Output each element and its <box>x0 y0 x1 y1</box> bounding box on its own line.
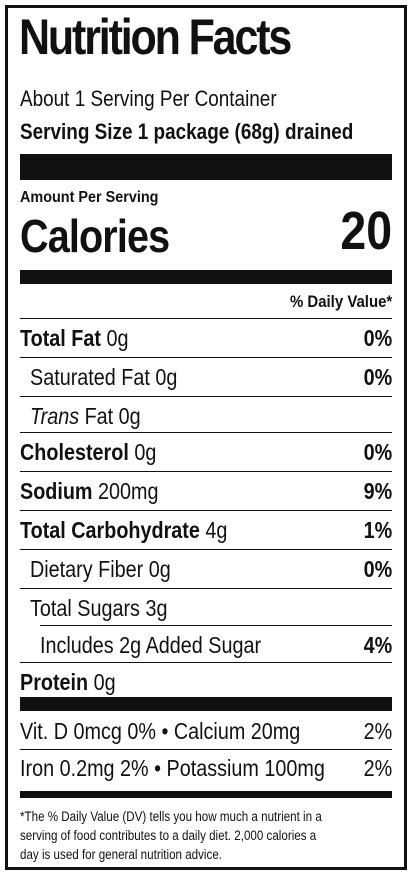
micronutrient-row: Vit. D 0mcg 0% • Calcium 20mg 2% <box>20 713 392 749</box>
nutrient-name: Total Sugars 3g <box>30 595 168 621</box>
nutrient-row-protein: Protein 0g <box>20 663 392 701</box>
nutrient-dv: 0% <box>363 364 392 390</box>
nutrient-name: Total Carbohydrate 4g <box>20 517 228 543</box>
nutrient-row-total-sugars: Total Sugars 3g <box>20 589 392 627</box>
daily-value-header: % Daily Value* <box>289 292 392 311</box>
row-divider <box>20 662 392 663</box>
nutrient-name: Sodium 200mg <box>20 478 159 504</box>
nutrient-row-cholesterol: Cholesterol 0g 0% <box>20 433 392 471</box>
label-title: Nutrition Facts <box>19 9 292 65</box>
serving-size: Serving Size 1 package (68g) drained <box>20 119 354 144</box>
nutrient-row-dietary-fiber: Dietary Fiber 0g 0% <box>20 550 392 588</box>
medium-divider <box>20 270 392 284</box>
thin-bar-divider <box>20 791 392 798</box>
thick-divider <box>20 154 392 180</box>
amount-per-serving: Amount Per Serving <box>20 189 159 206</box>
nutrition-facts-label: Nutrition Facts About 1 Serving Per Cont… <box>5 5 407 870</box>
row-divider <box>20 471 392 472</box>
nutrient-row-saturated-fat: Saturated Fat 0g 0% <box>20 358 392 396</box>
micronutrient-dv: 2% <box>363 755 392 781</box>
daily-value-footnote: *The % Daily Value (DV) tells you how mu… <box>20 809 322 862</box>
nutrient-name: Dietary Fiber 0g <box>30 556 171 582</box>
nutrient-dv: 0% <box>363 325 392 351</box>
row-divider <box>20 357 392 358</box>
row-divider <box>20 396 392 397</box>
nutrient-name: Saturated Fat 0g <box>30 364 178 390</box>
row-divider <box>20 432 392 433</box>
calories-label: Calories <box>20 210 170 262</box>
nutrient-name: Total Fat 0g <box>20 325 129 351</box>
nutrient-row-sodium: Sodium 200mg 9% <box>20 472 392 510</box>
micronutrient-dv: 2% <box>363 718 392 744</box>
calories-value: 20 <box>340 201 392 261</box>
nutrient-dv: 1% <box>363 517 392 543</box>
row-divider <box>20 549 392 550</box>
medium-divider <box>20 697 392 711</box>
row-divider <box>20 749 392 750</box>
nutrient-dv: 0% <box>363 556 392 582</box>
row-divider <box>20 510 392 511</box>
micronutrient-text: Iron 0.2mg 2% • Potassium 100mg <box>20 755 325 781</box>
nutrient-row-total-carbohydrate: Total Carbohydrate 4g 1% <box>20 511 392 549</box>
micronutrient-row: Iron 0.2mg 2% • Potassium 100mg 2% <box>20 750 392 786</box>
nutrient-name: Protein 0g <box>20 669 116 695</box>
nutrient-row-added-sugar: Includes 2g Added Sugar 4% <box>20 626 392 664</box>
nutrient-row-total-fat: Total Fat 0g 0% <box>20 319 392 357</box>
nutrient-name: Cholesterol 0g <box>20 439 157 465</box>
row-divider <box>40 625 392 626</box>
nutrient-name: Includes 2g Added Sugar <box>40 632 262 658</box>
nutrient-row-trans-fat: Trans Fat 0g <box>20 397 392 435</box>
nutrient-name: Trans Fat 0g <box>30 403 141 429</box>
micronutrient-text: Vit. D 0mcg 0% • Calcium 20mg <box>20 718 301 744</box>
row-divider <box>20 588 392 589</box>
nutrient-dv: 4% <box>363 632 392 658</box>
servings-per-container: About 1 Serving Per Container <box>20 86 277 111</box>
nutrient-dv: 9% <box>363 478 392 504</box>
row-divider <box>20 318 392 319</box>
nutrient-dv: 0% <box>363 439 392 465</box>
